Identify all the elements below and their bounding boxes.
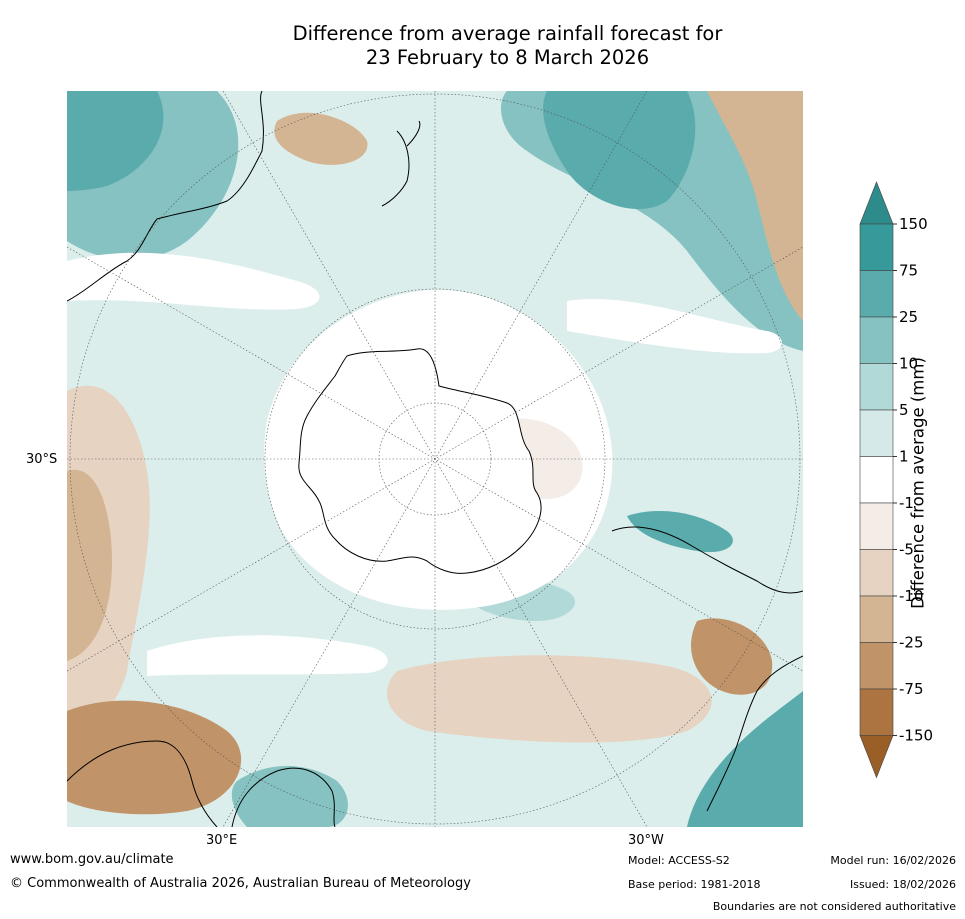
colorbar-swatch	[859, 688, 894, 736]
colorbar-tick-label: 25	[899, 308, 918, 326]
longitude-label-30e: 30°E	[206, 833, 238, 848]
colorbar-tick-label: -150	[899, 727, 933, 745]
colorbar-swatch	[859, 642, 894, 690]
dry-region-south-america	[691, 618, 773, 695]
rainfall-anomaly-map	[67, 91, 803, 827]
colorbar-tick-label: -1	[899, 494, 914, 512]
new-zealand-coastline	[381, 120, 421, 207]
colorbar-tick-label: 5	[899, 401, 909, 419]
colorbar-ticks: 150 75 25 10 5 1 -1 -5 -10 -25 -75 -150	[893, 215, 933, 745]
wet-region-northwest-core	[67, 91, 164, 191]
colorbar-tick-label: 75	[899, 262, 918, 280]
colorbar-tick-label: -25	[899, 634, 924, 652]
colorbar-tick-label: -75	[899, 680, 924, 698]
latitude-label-30s: 30°S	[26, 452, 58, 467]
dry-region-northeast	[707, 91, 803, 321]
colorbar-swatch	[859, 409, 894, 457]
graticule	[67, 91, 803, 827]
dry-region-south-atlantic-band	[387, 655, 712, 743]
colorbar-tick-label: 150	[899, 215, 928, 233]
title-line-1: Difference from average rainfall forecas…	[292, 22, 723, 45]
antarctica-coastline	[298, 348, 542, 574]
title-line-2: 23 February to 8 March 2026	[365, 46, 650, 69]
neutral-band-east	[567, 298, 782, 354]
colorbar-swatches	[859, 181, 894, 779]
footer-website: www.bom.gov.au/climate	[10, 852, 174, 867]
longitude-label-30w: 30°W	[628, 833, 664, 848]
colorbar-tick-label: -5	[899, 541, 914, 559]
footer-base-period: Base period: 1981-2018	[628, 878, 761, 891]
dry-region-south-africa	[67, 700, 242, 815]
colorbar-tick-label: 1	[899, 448, 909, 466]
africa-south-coastline	[231, 767, 336, 827]
neutral-band-north	[67, 252, 320, 310]
colorbar-swatch	[859, 549, 894, 597]
colorbar-swatch	[859, 316, 894, 364]
australia-coastline	[67, 91, 264, 302]
footer-issued: Issued: 18/02/2026	[849, 878, 956, 891]
colorbar-swatch	[859, 223, 894, 271]
wet-region-south-coast	[231, 766, 348, 827]
map-title: Difference from average rainfall forecas…	[0, 22, 965, 70]
wet-region-scotia	[627, 511, 733, 553]
wet-region-pacific-core	[543, 91, 696, 210]
dry-region-tasman	[274, 112, 368, 165]
colorbar-extend-bottom	[859, 735, 894, 779]
footer-model: Model: ACCESS-S2	[628, 854, 730, 867]
colorbar-swatch	[859, 270, 894, 318]
colorbar-title: Difference from average (mm)	[908, 357, 928, 609]
colorbar: 150 75 25 10 5 1 -1 -5 -10 -25 -75 -150	[859, 181, 933, 779]
footer-copyright: © Commonwealth of Australia 2026, Austra…	[10, 876, 471, 891]
colorbar-extend-top	[859, 181, 894, 225]
neutral-band-south	[147, 635, 388, 676]
colorbar-tick-label: -10	[899, 587, 924, 605]
colorbar-swatch	[859, 595, 894, 643]
dry-region-west-core	[67, 469, 112, 661]
footer-disclaimer: Boundaries are not considered authoritat…	[712, 900, 956, 913]
africa-coastline	[67, 740, 218, 827]
colorbar-swatch	[859, 363, 894, 411]
south-america-coastline	[611, 526, 803, 812]
colorbar-swatch	[859, 456, 894, 504]
colorbar-tick-label: 10	[899, 355, 918, 373]
colorbar-swatch	[859, 502, 894, 550]
footer-model-run: Model run: 16/02/2026	[830, 854, 956, 867]
